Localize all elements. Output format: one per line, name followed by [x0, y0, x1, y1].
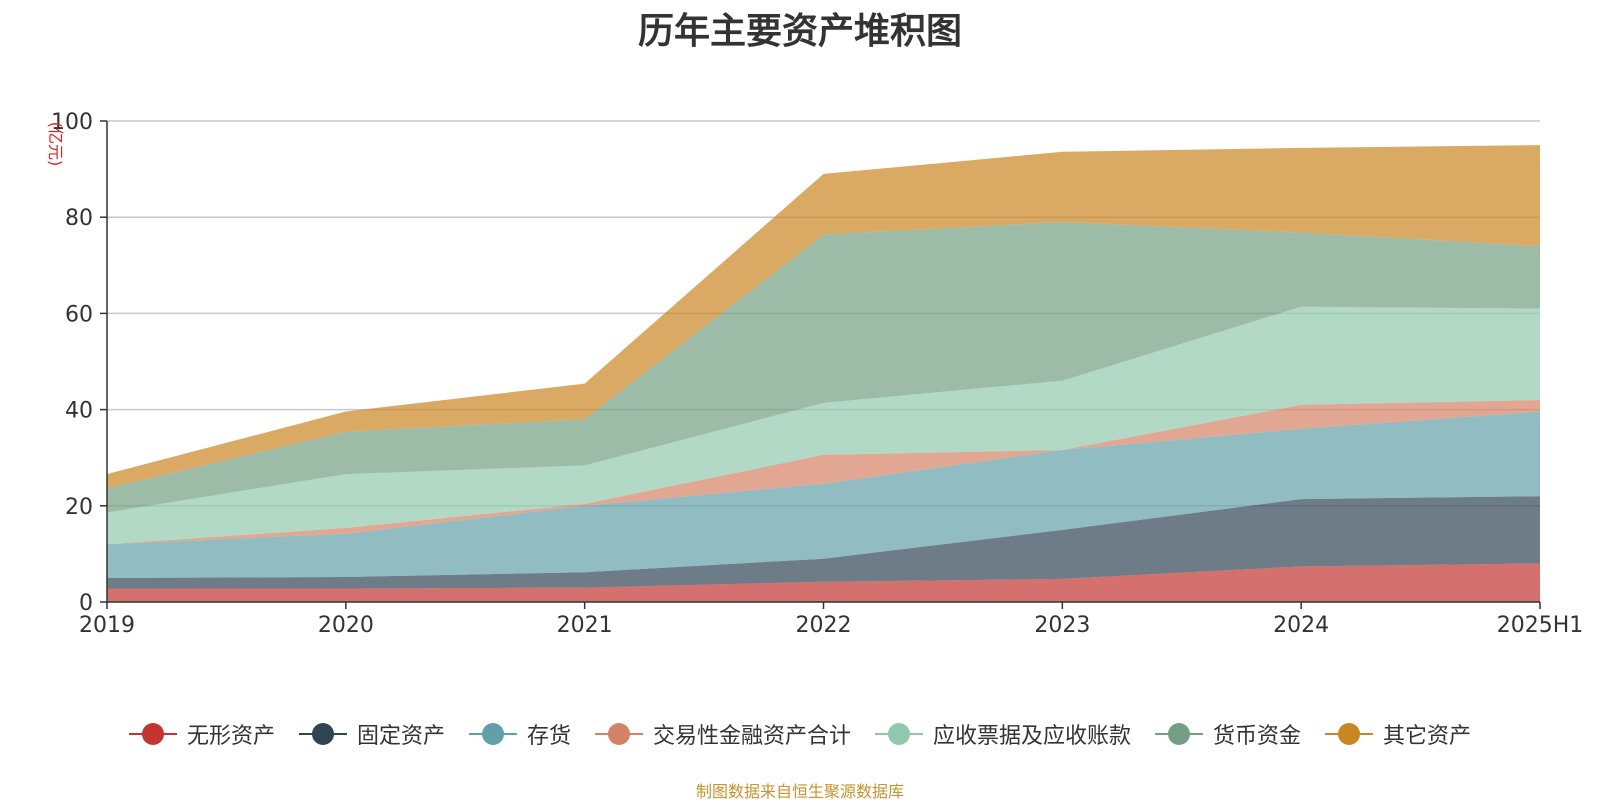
area-series-4 — [107, 400, 1540, 545]
legend-marker — [128, 721, 177, 747]
legend-marker — [1155, 721, 1204, 747]
area-series-2 — [107, 496, 1540, 589]
x-tick-label: 2025H1 — [1497, 613, 1584, 638]
x-tick-label: 2022 — [796, 613, 852, 638]
legend-item[interactable]: 货币资金 — [1155, 718, 1301, 750]
legend: 无形资产 固定资产 存货 交易性金融资产合计 应收票据及应收账款 货币资金 其它资产 — [0, 718, 1600, 750]
legend-label: 应收票据及应收账款 — [933, 724, 1132, 749]
legend-label: 无形资产 — [186, 724, 275, 749]
legend-item[interactable]: 存货 — [468, 718, 571, 750]
y-axis-label: (亿元) — [46, 122, 65, 167]
area-series-7 — [107, 145, 1540, 489]
legend-item[interactable]: 其它资产 — [1325, 718, 1471, 750]
legend-marker — [298, 721, 347, 747]
x-tick-label: 2023 — [1034, 613, 1090, 638]
legend-item[interactable]: 交易性金融资产合计 — [594, 718, 851, 750]
legend-marker — [594, 721, 643, 747]
area-series-5 — [107, 306, 1540, 545]
x-tick-label: 2024 — [1273, 613, 1329, 638]
y-tick-label: 20 — [65, 495, 93, 520]
legend-item[interactable]: 应收票据及应收账款 — [875, 718, 1131, 750]
y-tick-label: 100 — [51, 110, 93, 135]
axes: 0 20 40 60 80 100 2019 2020 2021 2022 2023 2024 2025… — [51, 110, 1583, 638]
legend-marker — [875, 721, 923, 747]
legend-label: 固定资产 — [356, 724, 445, 749]
x-tick-label: 2021 — [557, 613, 613, 638]
source-note: 制图数据来自恒生聚源数据库 — [695, 782, 904, 801]
x-tick-label: 2020 — [318, 613, 374, 638]
legend-marker — [1325, 721, 1374, 747]
y-tick-label: 60 — [65, 302, 93, 327]
legend-marker — [468, 721, 517, 747]
legend-item[interactable]: 固定资产 — [298, 718, 445, 750]
y-tick-label: 40 — [65, 399, 93, 424]
area-series-6 — [107, 222, 1540, 513]
chart-title: 历年主要资产堆积图 — [637, 11, 962, 52]
area-series-3 — [107, 411, 1540, 578]
y-tick-label: 0 — [79, 591, 93, 616]
legend-label: 交易性金融资产合计 — [652, 724, 851, 749]
legend-label: 其它资产 — [1383, 724, 1472, 749]
area-series-1 — [107, 563, 1540, 602]
legend-label: 货币资金 — [1213, 724, 1302, 749]
x-tick-label: 2019 — [79, 613, 135, 638]
legend-label: 存货 — [526, 724, 571, 749]
legend-item[interactable]: 无形资产 — [128, 718, 275, 750]
area-series — [107, 145, 1540, 602]
y-tick-label: 80 — [65, 206, 93, 231]
